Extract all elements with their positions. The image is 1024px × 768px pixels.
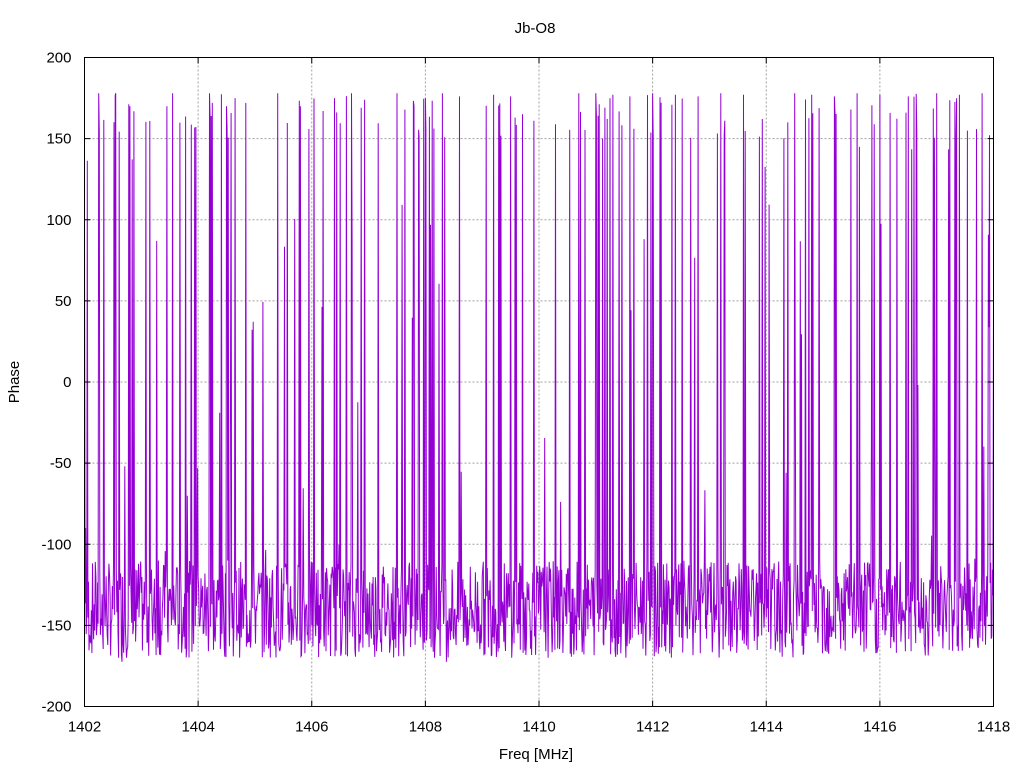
y-tick-label: 50 [55,293,72,310]
y-tick-label: 200 [46,50,71,67]
phase-series-line [84,93,994,662]
x-tick-label: 1418 [977,719,1010,736]
series-trace [84,93,994,662]
x-tick-label: 1408 [409,719,442,736]
y-tick-label: 150 [46,131,71,148]
x-tick-label: 1410 [522,719,555,736]
y-tick-label: -150 [41,617,71,634]
y-axis-label: Phase [6,361,23,404]
x-tick-label: 1414 [750,719,783,736]
chart-title: Jb-O8 [515,20,556,37]
axis-ticks: 1402 1404 1406 1408 1410 1412 1414 1416 1418 -200… [41,50,1010,736]
x-tick-label: 1404 [181,719,214,736]
x-tick-label: 1406 [295,719,328,736]
y-tick-label: -100 [41,536,71,553]
y-tick-label: 0 [63,374,71,391]
x-tick-label: 1402 [68,719,101,736]
y-tick-label: 100 [46,212,71,229]
y-tick-label: -200 [41,699,71,716]
x-tick-label: 1416 [863,719,896,736]
y-tick-label: -50 [50,455,72,472]
x-tick-label: 1412 [636,719,669,736]
x-axis-label: Freq [MHz] [499,746,573,763]
